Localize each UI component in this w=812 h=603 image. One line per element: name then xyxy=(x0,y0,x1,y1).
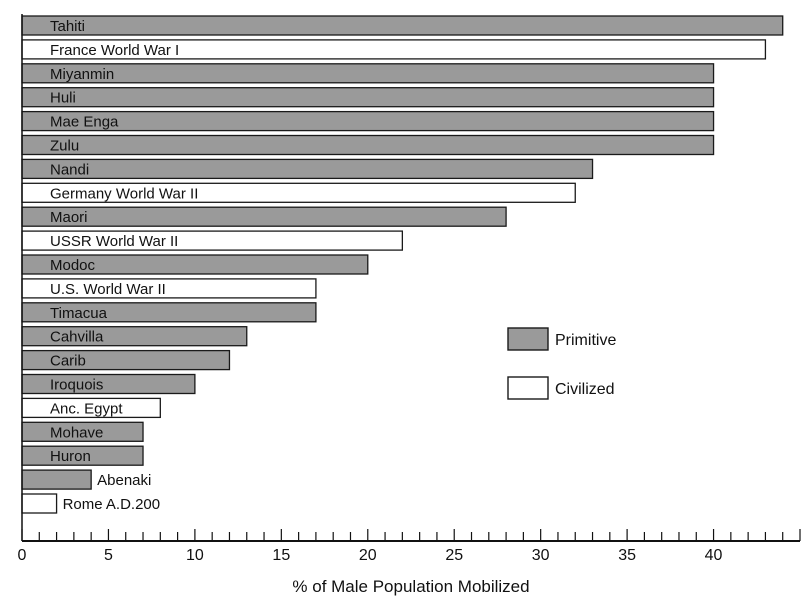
bar-label-20: Rome A.D.200 xyxy=(63,496,161,513)
bar-5 xyxy=(21,134,715,156)
bar-15 xyxy=(21,373,196,395)
bar-label-5: Zulu xyxy=(50,138,79,155)
x-axis: 0 5 10 15 20 25 30 35 40 xyxy=(18,14,801,564)
bar-6 xyxy=(21,158,594,180)
bar-label-9: USSR World War II xyxy=(50,233,178,250)
bar-label-11: U.S. World War II xyxy=(50,281,166,298)
bar-label-8: Maori xyxy=(50,209,88,226)
x-tick-label-5: 5 xyxy=(104,547,113,564)
bar-label-4: Mae Enga xyxy=(50,114,119,131)
bar-label-17: Mohave xyxy=(50,424,103,441)
bars-group: Tahiti France World War I Miyanmin Huli Mae … xyxy=(21,15,784,514)
bar-8 xyxy=(21,206,507,227)
bar-label-10: Modoc xyxy=(50,257,96,274)
x-tick-label-0: 0 xyxy=(18,547,27,564)
legend-label-civilized: Civilized xyxy=(555,381,615,398)
bar-label-16: Anc. Egypt xyxy=(50,400,123,417)
bar-0 xyxy=(21,15,784,36)
x-tick-label-10: 10 xyxy=(186,547,204,564)
x-tick-label-35: 35 xyxy=(618,547,636,564)
x-tick-label-15: 15 xyxy=(272,547,290,564)
bar-4 xyxy=(21,110,715,132)
x-axis-title: % of Male Population Mobilized xyxy=(292,577,529,596)
bar-label-7: Germany World War II xyxy=(50,185,198,202)
bar-label-2: Miyanmin xyxy=(50,66,114,83)
x-tick-label-25: 25 xyxy=(445,547,463,564)
bar-label-12: Timacua xyxy=(50,305,108,322)
legend-label-primitive: Primitive xyxy=(555,332,616,349)
bar-label-18: Huron xyxy=(50,448,91,465)
legend-swatch-civilized xyxy=(507,376,549,400)
x-tick-label-20: 20 xyxy=(359,547,377,564)
bar-label-3: Huli xyxy=(50,90,76,107)
bar-label-19: Abenaki xyxy=(97,472,151,489)
bar-label-14: Carib xyxy=(50,353,86,370)
bar-label-6: Nandi xyxy=(50,161,89,178)
bar-label-13: Cahvilla xyxy=(50,329,104,346)
bar-2 xyxy=(21,63,715,84)
bar-label-15: Iroquois xyxy=(50,377,103,394)
bar-label-1: France World War I xyxy=(50,42,179,59)
bar-3 xyxy=(21,87,715,108)
bar-label-0: Tahiti xyxy=(50,18,85,35)
bar-20 xyxy=(21,493,58,514)
legend: Primitive Civilized xyxy=(507,327,616,400)
legend-swatch-primitive xyxy=(507,327,549,351)
x-tick-label-40: 40 xyxy=(705,547,723,564)
bar-19 xyxy=(21,469,92,490)
x-tick-label-30: 30 xyxy=(532,547,550,564)
